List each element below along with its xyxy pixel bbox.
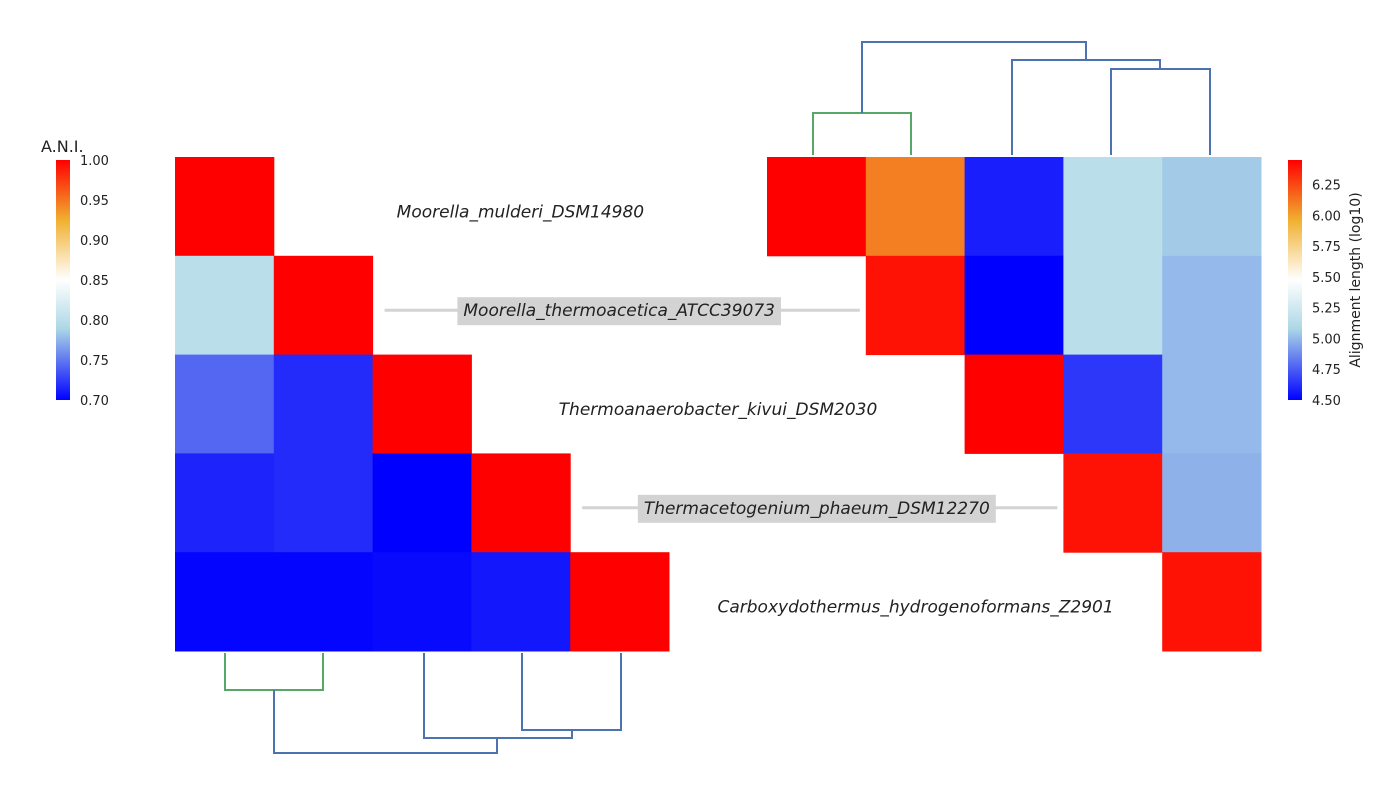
genome-label: Thermacetogenium_phaeum_DSM12270 [644, 499, 990, 519]
ani-cell [471, 453, 571, 553]
genome-label: Thermoanaerobacter_kivui_DSM2030 [559, 400, 878, 420]
ani-colorbar-title: A.N.I. [41, 137, 84, 156]
ani-cell [372, 552, 472, 652]
genome-labels: Moorella_mulderi_DSM14980 Moorella_thermo… [397, 202, 1114, 617]
colorbar-tick-label: 6.25 [1312, 179, 1341, 194]
alignment-length-colorbar-ticks: 4.50 4.75 5.00 5.25 5.50 5.75 6.00 6.25 [1312, 179, 1341, 409]
bottom-dendrogram-branch [521, 653, 622, 731]
alignment-length-cell [1063, 157, 1163, 257]
alignment-length-cell [964, 255, 1064, 356]
top-dendrogram-branch [1110, 68, 1211, 155]
colorbar-tick-label: 5.25 [1312, 302, 1341, 317]
alignment-length-cell [1162, 255, 1262, 356]
alignment-length-cell [1162, 354, 1262, 454]
ani-cell [273, 255, 374, 356]
ani-cell [372, 453, 472, 553]
ani-heatmap [175, 157, 670, 652]
top-dendrogram-cluster [812, 112, 912, 155]
colorbar-tick-label: 0.80 [80, 314, 109, 329]
genome-label: Moorella_mulderi_DSM14980 [397, 202, 644, 222]
ani-cell [175, 552, 275, 652]
ani-cell [175, 354, 275, 454]
genome-label: Carboxydothermus_hydrogenoformans_Z2901 [717, 598, 1113, 618]
colorbar-tick-label: 0.75 [80, 354, 109, 369]
top-dendrogram [812, 41, 1211, 155]
ani-cell [570, 552, 670, 652]
alignment-length-cell [865, 255, 966, 356]
bottom-dendrogram-cluster [224, 653, 324, 691]
colorbar-tick-label: 5.75 [1312, 240, 1341, 255]
ani-cell [175, 453, 275, 553]
colorbar-tick-label: 6.00 [1312, 209, 1341, 224]
colorbar-tick-label: 1.00 [80, 154, 109, 169]
ani-colorbar: A.N.I. 0.70 0.75 0.80 0.85 0.90 0.95 1.00 [41, 137, 109, 409]
alignment-length-cell [1063, 255, 1163, 356]
ani-colorbar-gradient [56, 160, 70, 400]
alignment-length-colorbar-title: Alignment length (log10) [1348, 192, 1364, 367]
bottom-dendrogram [224, 653, 622, 754]
ani-cell [273, 354, 374, 454]
colorbar-tick-label: 5.50 [1312, 271, 1341, 286]
ani-cell [175, 255, 275, 356]
bottom-dendrogram-branch [423, 653, 573, 739]
genome-label: Moorella_thermoacetica_ATCC39073 [463, 301, 775, 321]
alignment-length-cell [767, 157, 867, 257]
colorbar-tick-label: 5.00 [1312, 332, 1341, 347]
ani-cell [175, 157, 275, 257]
alignment-length-cell [1063, 354, 1163, 454]
colorbar-tick-label: 0.85 [80, 274, 109, 289]
colorbar-tick-label: 0.90 [80, 234, 109, 249]
colorbar-tick-label: 4.75 [1312, 363, 1341, 378]
ani-colorbar-ticks: 0.70 0.75 0.80 0.85 0.90 0.95 1.00 [80, 154, 109, 409]
top-dendrogram-branch [1011, 59, 1161, 155]
alignment-length-cell [964, 157, 1064, 257]
alignment-length-cell [1063, 453, 1163, 553]
alignment-length-cell [1162, 157, 1262, 257]
genome-label-box [457, 297, 782, 326]
alignment-length-colorbar-gradient [1288, 160, 1302, 400]
ani-cell [273, 552, 374, 652]
alignment-length-cell [1162, 453, 1262, 553]
colorbar-tick-label: 4.50 [1312, 394, 1341, 409]
alignment-length-heatmap [767, 157, 1262, 652]
alignment-length-cell [865, 157, 966, 257]
ani-cell [372, 354, 472, 454]
colorbar-tick-label: 0.70 [80, 394, 109, 409]
genome-label-box [637, 494, 996, 523]
bottom-dendrogram-branch [273, 690, 498, 754]
ani-cell [273, 453, 374, 553]
alignment-length-cell [964, 354, 1064, 454]
ani-cell [471, 552, 571, 652]
alignment-length-cell [1162, 552, 1262, 652]
alignment-length-colorbar: 4.50 4.75 5.00 5.25 5.50 5.75 6.00 6.25 Alignme… [1288, 160, 1364, 409]
colorbar-tick-label: 0.95 [80, 194, 109, 209]
top-dendrogram-branch [861, 41, 1087, 113]
